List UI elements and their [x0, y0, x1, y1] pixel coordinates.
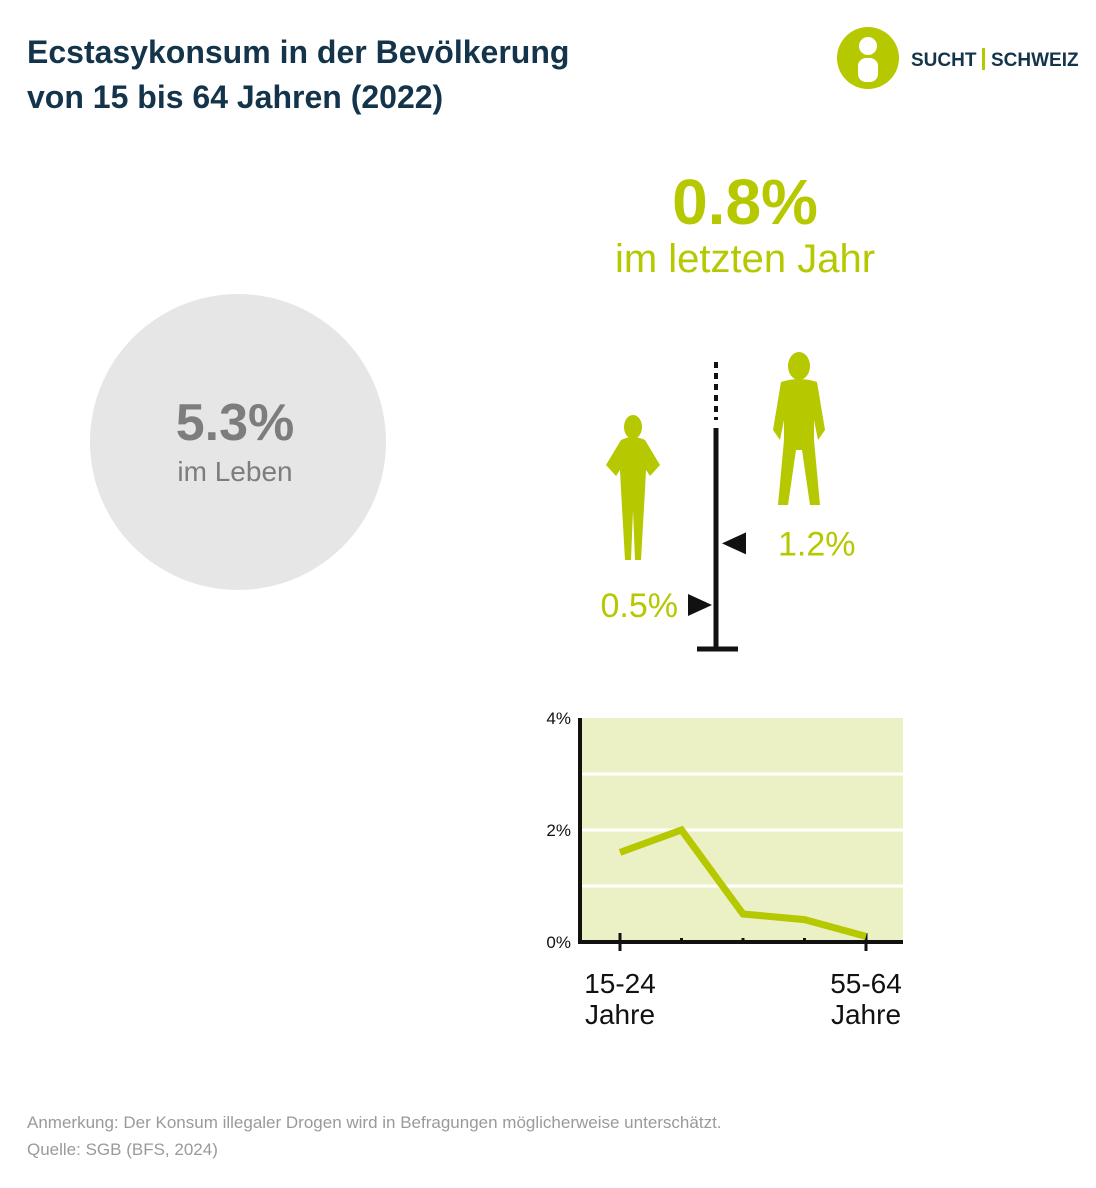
last-year-caption: im letzten Jahr: [615, 237, 875, 281]
lifetime-value: 5.3%: [176, 394, 295, 452]
man-figure: [773, 352, 825, 505]
marker-label: 1.2%: [778, 525, 856, 563]
logo-text: SUCHT: [911, 50, 977, 71]
logo: SUCHT SCHWEIZ: [837, 27, 1079, 89]
marker: [722, 532, 746, 555]
x-tick-label: 55-64 Jahre: [830, 968, 902, 1030]
logo-text: SCHWEIZ: [991, 50, 1079, 71]
y-tick-label: 4%: [546, 709, 571, 728]
marker: [688, 594, 712, 616]
logo-divider: [982, 48, 985, 70]
last-year-value: 0.8%: [672, 166, 818, 238]
data-line: [618, 825, 867, 940]
title-line: von 15 bis 64 Jahren (2022): [27, 79, 443, 115]
footnote: Anmerkung: Der Konsum illegaler Drogen w…: [27, 1113, 722, 1132]
lifetime-circle: [90, 294, 386, 590]
logo-icon: [858, 58, 878, 82]
logo-icon: [859, 37, 877, 55]
y-tick-label: 0%: [546, 933, 571, 952]
title-line: Ecstasykonsum in der Bevölkerung: [27, 34, 569, 70]
x-tick-label: 15-24 Jahre: [584, 968, 656, 1030]
marker-label: 0.5%: [601, 587, 679, 625]
source: Quelle: SGB (BFS, 2024): [27, 1140, 218, 1159]
woman-figure: [606, 415, 660, 560]
y-tick-label: 2%: [546, 821, 571, 840]
lifetime-caption: im Leben: [177, 456, 292, 487]
